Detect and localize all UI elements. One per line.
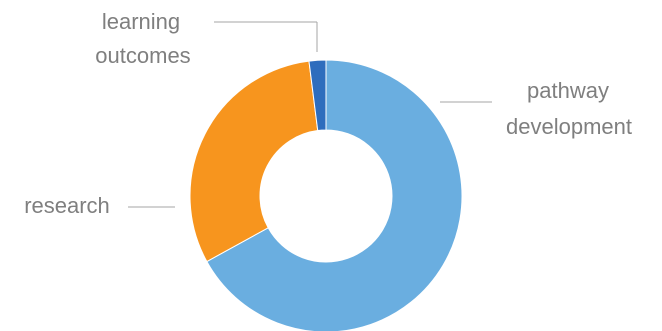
slice-research [189,60,319,263]
label-pathway-development-line1: pathway [527,78,609,103]
slices-group [189,59,463,331]
label-pathway-development-line2: development [506,114,632,139]
slice-pathway-development [206,59,463,331]
slice-learning-outcomes [308,59,327,132]
label-learning-outcomes-line2: outcomes [95,43,190,68]
label-research: research [24,193,110,218]
label-learning-outcomes-line1: learning [102,9,180,34]
